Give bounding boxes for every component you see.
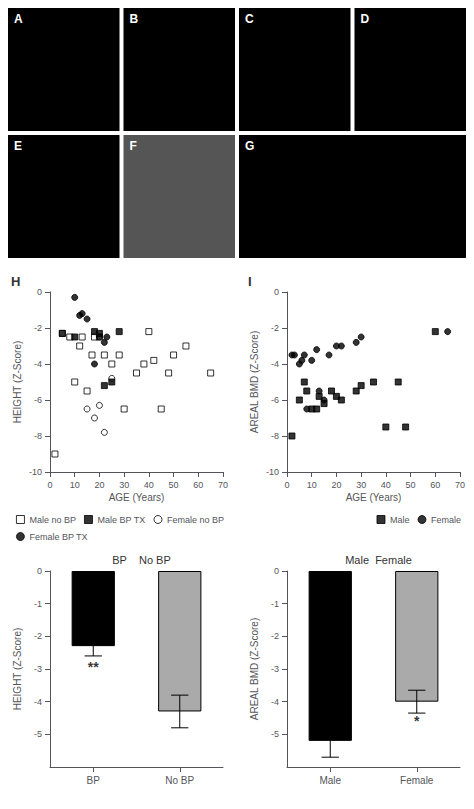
svg-text:Female: Female xyxy=(400,775,434,786)
svg-text:BP No BP: BP No BP xyxy=(112,554,171,566)
svg-text:0: 0 xyxy=(37,287,42,297)
svg-text:A: A xyxy=(14,12,23,26)
svg-text:H: H xyxy=(11,274,20,289)
svg-text:70: 70 xyxy=(455,480,465,490)
svg-text:-1: -1 xyxy=(271,599,279,609)
svg-text:40: 40 xyxy=(144,480,154,490)
svg-text:-4: -4 xyxy=(34,359,42,369)
svg-text:10: 10 xyxy=(70,480,80,490)
svg-text:Female BP TX: Female BP TX xyxy=(29,532,87,542)
svg-text:60: 60 xyxy=(430,480,440,490)
svg-text:70: 70 xyxy=(218,480,228,490)
svg-text:-5: -5 xyxy=(271,729,279,739)
svg-text:AGE (Years): AGE (Years) xyxy=(109,492,165,503)
svg-text:40: 40 xyxy=(381,480,391,490)
svg-text:AGE (Years): AGE (Years) xyxy=(346,492,402,503)
svg-text:0: 0 xyxy=(47,480,52,490)
svg-text:-2: -2 xyxy=(34,631,42,641)
svg-text:-4: -4 xyxy=(271,359,279,369)
svg-text:-6: -6 xyxy=(271,395,279,405)
svg-text:G: G xyxy=(245,139,254,153)
svg-text:I: I xyxy=(248,274,252,289)
svg-text:0: 0 xyxy=(284,480,289,490)
svg-text:BP: BP xyxy=(87,775,101,786)
svg-text:-8: -8 xyxy=(271,431,279,441)
svg-text:E: E xyxy=(14,139,22,153)
svg-text:AREAL BMD (Z-Score): AREAL BMD (Z-Score) xyxy=(249,618,260,720)
svg-text:10: 10 xyxy=(307,480,317,490)
svg-text:-4: -4 xyxy=(271,697,279,707)
svg-text:Male Female: Male Female xyxy=(345,554,412,566)
svg-text:-10: -10 xyxy=(266,467,279,477)
svg-text:Male no BP: Male no BP xyxy=(29,515,76,525)
svg-text:60: 60 xyxy=(193,480,203,490)
svg-text:D: D xyxy=(361,12,370,26)
svg-text:-4: -4 xyxy=(34,697,42,707)
svg-text:30: 30 xyxy=(119,480,129,490)
svg-text:HEIGHT (Z-Score): HEIGHT (Z-Score) xyxy=(12,628,23,711)
svg-text:Female no BP: Female no BP xyxy=(167,515,224,525)
svg-text:-8: -8 xyxy=(34,431,42,441)
svg-text:0: 0 xyxy=(274,287,279,297)
svg-text:20: 20 xyxy=(331,480,341,490)
svg-text:Male BP TX: Male BP TX xyxy=(97,515,145,525)
svg-text:0: 0 xyxy=(274,566,279,576)
svg-text:*: * xyxy=(414,713,420,729)
svg-text:0: 0 xyxy=(37,566,42,576)
svg-text:30: 30 xyxy=(356,480,366,490)
svg-text:-2: -2 xyxy=(271,631,279,641)
svg-text:No BP: No BP xyxy=(165,775,194,786)
svg-text:Male: Male xyxy=(319,775,341,786)
svg-text:-2: -2 xyxy=(34,323,42,333)
svg-text:**: ** xyxy=(88,659,99,675)
svg-text:-5: -5 xyxy=(34,729,42,739)
svg-text:-10: -10 xyxy=(29,467,42,477)
svg-text:50: 50 xyxy=(406,480,416,490)
svg-text:HEIGHT (Z-Score): HEIGHT (Z-Score) xyxy=(12,341,23,424)
svg-text:Male: Male xyxy=(390,515,410,525)
svg-text:20: 20 xyxy=(94,480,104,490)
svg-text:F: F xyxy=(130,139,137,153)
svg-text:-6: -6 xyxy=(34,395,42,405)
svg-text:C: C xyxy=(245,12,254,26)
svg-text:-1: -1 xyxy=(34,599,42,609)
svg-text:AREAL BMD (Z-Score): AREAL BMD (Z-Score) xyxy=(249,331,260,433)
svg-text:-2: -2 xyxy=(271,323,279,333)
svg-text:50: 50 xyxy=(169,480,179,490)
svg-text:Female: Female xyxy=(431,515,461,525)
svg-text:-3: -3 xyxy=(271,664,279,674)
svg-text:B: B xyxy=(130,12,139,26)
svg-text:-3: -3 xyxy=(34,664,42,674)
